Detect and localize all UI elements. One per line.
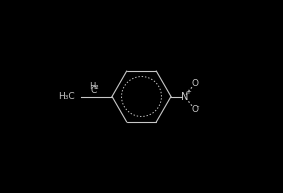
Text: -: - <box>197 103 199 109</box>
Text: H₃C: H₃C <box>58 92 75 101</box>
Text: +: + <box>185 89 191 95</box>
Text: C: C <box>91 86 97 95</box>
Text: O: O <box>191 105 198 114</box>
Text: N: N <box>181 91 188 102</box>
Text: O: O <box>191 79 198 88</box>
Text: H₂: H₂ <box>89 82 99 91</box>
